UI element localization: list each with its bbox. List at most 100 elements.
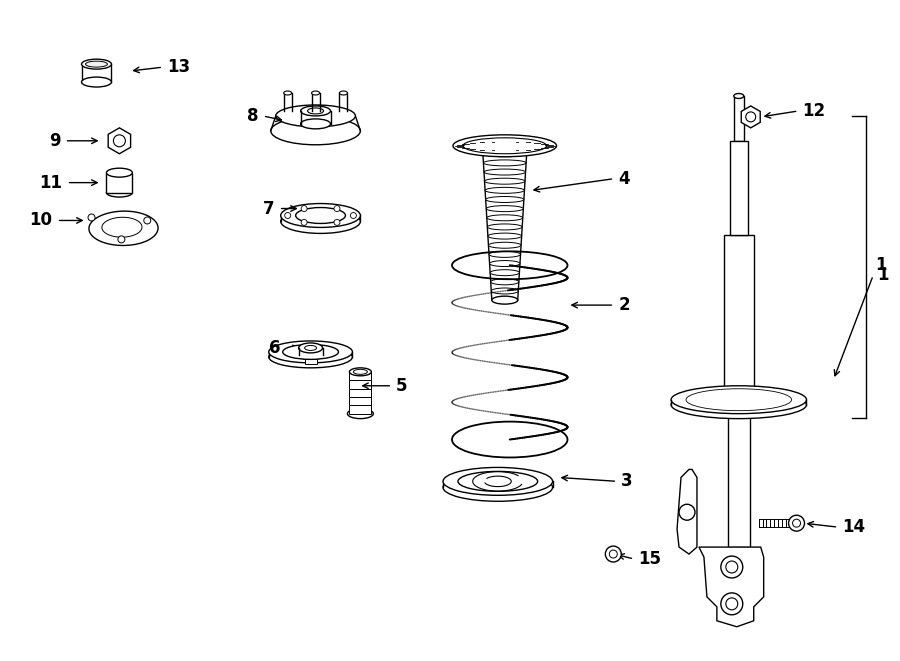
Polygon shape [742, 106, 760, 128]
Text: 12: 12 [803, 102, 825, 120]
Ellipse shape [339, 91, 347, 95]
Bar [304, 358, 317, 364]
Circle shape [793, 519, 800, 527]
Ellipse shape [299, 350, 322, 360]
Ellipse shape [491, 288, 518, 294]
Circle shape [88, 214, 95, 221]
Ellipse shape [463, 137, 546, 154]
Ellipse shape [269, 346, 353, 368]
Ellipse shape [453, 135, 556, 157]
Ellipse shape [283, 344, 338, 360]
Circle shape [746, 112, 756, 122]
Polygon shape [730, 141, 748, 235]
Circle shape [284, 212, 291, 219]
Ellipse shape [347, 408, 374, 418]
Ellipse shape [354, 369, 367, 374]
Circle shape [609, 550, 617, 558]
Polygon shape [349, 380, 372, 389]
Circle shape [725, 561, 738, 573]
Ellipse shape [308, 108, 323, 114]
Polygon shape [349, 405, 372, 414]
Ellipse shape [489, 242, 521, 249]
Ellipse shape [484, 169, 526, 175]
Circle shape [144, 217, 151, 224]
Ellipse shape [271, 117, 360, 145]
Text: 15: 15 [638, 550, 662, 568]
Ellipse shape [484, 178, 525, 184]
Ellipse shape [304, 346, 317, 350]
Ellipse shape [443, 473, 553, 501]
Polygon shape [106, 173, 132, 192]
Ellipse shape [491, 296, 518, 304]
Circle shape [302, 219, 307, 225]
Ellipse shape [491, 279, 518, 285]
Text: 6: 6 [269, 339, 281, 357]
Circle shape [334, 219, 340, 225]
Circle shape [302, 206, 307, 212]
Ellipse shape [301, 106, 330, 116]
Ellipse shape [485, 187, 525, 193]
Text: 2: 2 [618, 296, 630, 314]
Polygon shape [89, 211, 158, 245]
Text: 1: 1 [875, 256, 886, 274]
Text: 13: 13 [167, 58, 190, 76]
Circle shape [721, 593, 742, 615]
Ellipse shape [281, 204, 360, 227]
Circle shape [350, 212, 356, 219]
Text: 7: 7 [263, 200, 274, 217]
Circle shape [118, 236, 125, 243]
Ellipse shape [486, 196, 524, 202]
Text: 9: 9 [49, 132, 60, 150]
Ellipse shape [487, 224, 522, 230]
Ellipse shape [671, 386, 806, 414]
Polygon shape [349, 397, 372, 405]
Ellipse shape [671, 391, 806, 418]
Text: 5: 5 [396, 377, 408, 395]
Text: 14: 14 [842, 518, 866, 536]
Polygon shape [102, 217, 142, 237]
Ellipse shape [281, 210, 360, 233]
Circle shape [334, 206, 340, 212]
Circle shape [606, 546, 621, 562]
Ellipse shape [275, 105, 356, 127]
Polygon shape [699, 547, 764, 627]
Ellipse shape [86, 61, 107, 67]
Ellipse shape [490, 260, 520, 266]
Ellipse shape [349, 368, 372, 376]
Circle shape [788, 515, 805, 531]
Polygon shape [724, 235, 753, 410]
Text: 1: 1 [878, 266, 888, 284]
Ellipse shape [106, 168, 132, 177]
Ellipse shape [82, 59, 112, 69]
Text: 4: 4 [618, 170, 630, 188]
Ellipse shape [296, 208, 346, 223]
Polygon shape [734, 96, 743, 141]
Ellipse shape [82, 77, 112, 87]
Polygon shape [677, 469, 697, 554]
Ellipse shape [483, 151, 526, 157]
Polygon shape [728, 410, 750, 547]
Text: 10: 10 [30, 212, 53, 229]
Ellipse shape [443, 467, 553, 495]
Polygon shape [349, 389, 372, 397]
Ellipse shape [483, 160, 526, 166]
Text: 3: 3 [621, 473, 633, 490]
Circle shape [113, 135, 125, 147]
Text: 8: 8 [248, 107, 259, 125]
Ellipse shape [311, 91, 320, 95]
Polygon shape [108, 128, 130, 154]
Circle shape [679, 504, 695, 520]
Polygon shape [349, 372, 372, 380]
Ellipse shape [458, 471, 537, 491]
Ellipse shape [489, 251, 520, 257]
Text: 11: 11 [40, 174, 63, 192]
Ellipse shape [487, 215, 523, 221]
Ellipse shape [106, 188, 132, 197]
Ellipse shape [299, 343, 322, 353]
Ellipse shape [491, 270, 519, 276]
Circle shape [721, 556, 742, 578]
Ellipse shape [269, 341, 353, 363]
Ellipse shape [284, 91, 292, 95]
Ellipse shape [491, 297, 518, 303]
Circle shape [725, 598, 738, 610]
